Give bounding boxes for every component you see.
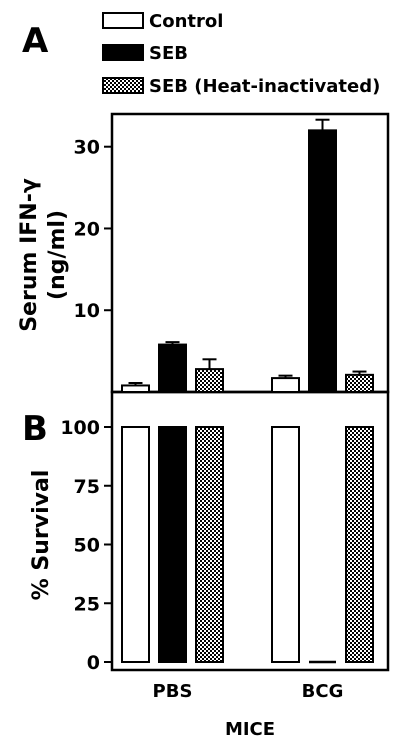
panel-b-label: B [22, 409, 48, 449]
panel-a-bar [308, 129, 337, 393]
legend-label-seb: SEB [149, 43, 188, 64]
panel-a-frame [110, 112, 390, 394]
legend-label-seb-heat: SEB (Heat-inactivated) [149, 76, 380, 97]
panel-a-ytick-label: 10 [74, 300, 100, 322]
legend-swatch-seb [102, 44, 144, 61]
panel-b-ytick-label: 100 [60, 417, 100, 439]
legend-swatch-control [102, 12, 144, 29]
panel-b-bar [345, 426, 374, 663]
panel-a-ytick-label: 20 [74, 218, 100, 240]
panel-a-bar [271, 377, 300, 394]
panel-b-ytick-label: 25 [74, 593, 100, 615]
panel-a-bar [121, 384, 150, 394]
panel-b-marks: 0 25 50 75 100 PBS BCG [60, 417, 374, 702]
panel-a-ytick-label: 30 [74, 137, 100, 159]
panel-b-ytick-label: 0 [87, 652, 100, 674]
x-tick-label: PBS [153, 681, 193, 702]
panel-a-bar [158, 343, 187, 394]
legend: Control SEB SEB (Heat-inactivated) [102, 11, 380, 97]
panel-b-bar [158, 426, 187, 663]
panel-a-bar [345, 373, 374, 393]
panel-a-ylabel-line2: (ng/ml) [45, 210, 70, 300]
panel-b-ytick-label: 75 [74, 476, 100, 498]
legend-label-control: Control [149, 11, 223, 32]
panel-a-marks: 10 20 30 [74, 118, 374, 394]
x-axis-label: MICE [225, 719, 275, 740]
panel-b-ytick-label: 50 [74, 535, 100, 557]
panel-b-bar [121, 426, 150, 663]
panel-a-ylabel-line1: Serum IFN-γ [17, 178, 42, 332]
legend-swatch-seb-heat [102, 77, 144, 94]
panel-a-bar [195, 368, 224, 394]
panel-b-bar [195, 426, 224, 663]
panel-a-label: A [22, 21, 49, 61]
panel-b-bar [271, 426, 300, 663]
panel-b-ylabel: % Survival [29, 470, 54, 601]
panel-b-frame [110, 390, 390, 672]
x-tick-label: BCG [302, 681, 344, 702]
